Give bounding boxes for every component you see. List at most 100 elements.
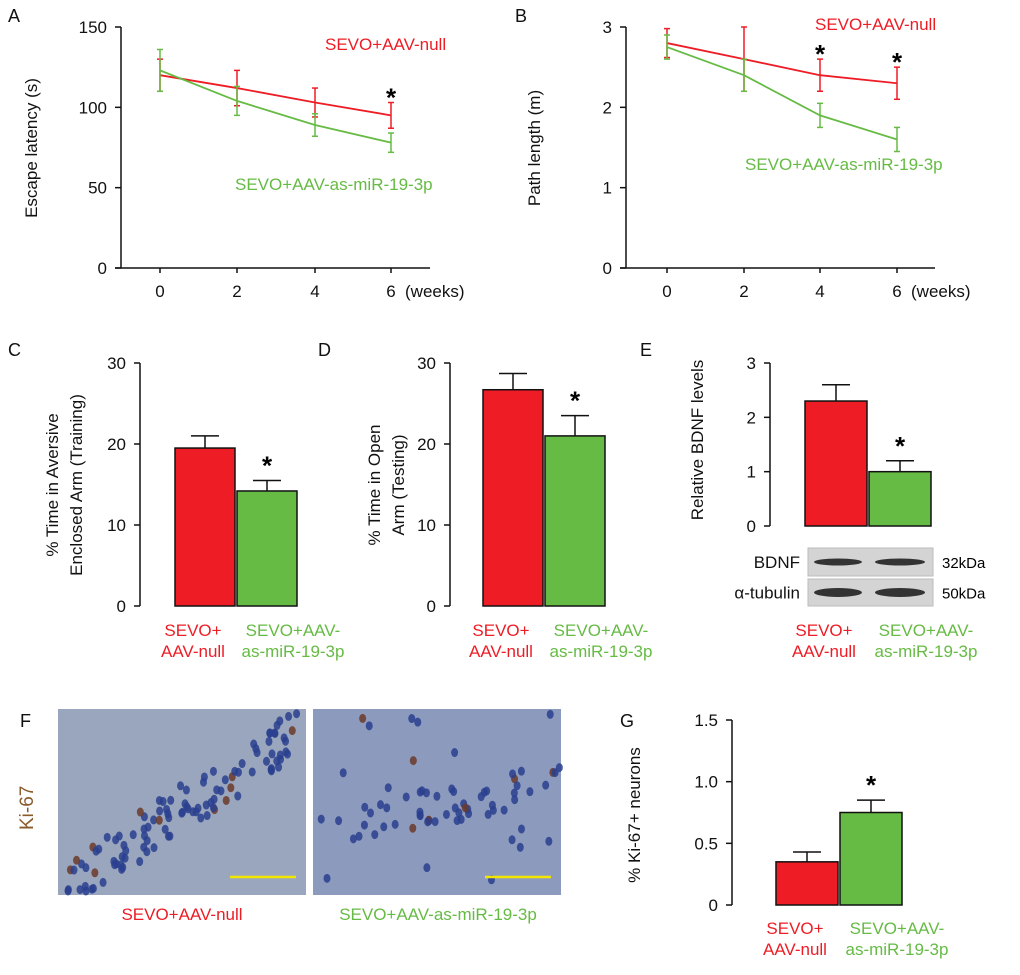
micrographs xyxy=(58,709,563,896)
cell-nucleus xyxy=(136,857,144,867)
cell-nucleus xyxy=(129,830,137,840)
cell-nucleus xyxy=(155,815,163,825)
cell-nucleus xyxy=(508,835,516,845)
cell-nucleus xyxy=(178,808,186,818)
cell-nucleus xyxy=(136,807,144,817)
category-label: SEVO+AAV- xyxy=(246,621,341,640)
cell-nucleus xyxy=(517,766,525,776)
cell-nucleus xyxy=(339,768,347,778)
panel-label: D xyxy=(318,340,331,360)
y-tick-label: 10 xyxy=(417,516,436,535)
cell-nucleus xyxy=(70,865,78,875)
y-tick-label: 3 xyxy=(747,354,756,373)
y-tick-label: 1.0 xyxy=(694,773,718,792)
cell-nucleus xyxy=(416,787,424,797)
bar xyxy=(544,435,606,607)
category-label: AAV-null xyxy=(161,642,225,661)
cell-nucleus xyxy=(250,739,258,749)
y-tick-label: 10 xyxy=(107,516,126,535)
panel-label: A xyxy=(8,6,20,26)
cell-nucleus xyxy=(248,767,256,777)
cell-nucleus xyxy=(383,803,391,813)
cell-nucleus xyxy=(238,759,246,769)
cell-nucleus xyxy=(366,808,374,818)
category-label: SEVO+ xyxy=(164,621,221,640)
cell-nucleus xyxy=(451,803,459,813)
bar xyxy=(804,400,868,527)
cell-nucleus xyxy=(221,775,229,785)
cell-nucleus xyxy=(194,803,202,813)
cell-nucleus xyxy=(542,780,550,790)
cell-nucleus xyxy=(217,786,225,796)
image-caption-as-mir: SEVO+AAV-as-miR-19-3p xyxy=(339,905,537,924)
x-tick-label: 2 xyxy=(232,282,241,301)
significance-star: * xyxy=(386,83,397,113)
blot-band xyxy=(875,558,925,566)
y-tick-label: 20 xyxy=(417,435,436,454)
category-label: AAV-null xyxy=(469,642,533,661)
significance-star: * xyxy=(892,47,903,77)
y-axis-label: Path length (m) xyxy=(525,90,544,206)
panel-a: A 0 50 100 150 0 2 4 6 (weeks) Escape latency (s) S… xyxy=(8,6,465,301)
panel-label: G xyxy=(620,711,634,731)
cell-nucleus xyxy=(391,819,399,829)
series-label: SEVO+AAV-null xyxy=(325,35,446,54)
cell-nucleus xyxy=(275,762,283,772)
series-line xyxy=(666,42,898,85)
x-tick-label: 0 xyxy=(155,282,164,301)
y-axis-label: % Time in Aversive xyxy=(43,413,62,556)
y-tick-label: 0.5 xyxy=(694,834,718,853)
cell-nucleus xyxy=(409,756,417,766)
cell-nucleus xyxy=(451,748,459,758)
cell-nucleus xyxy=(64,885,72,895)
cell-nucleus xyxy=(414,717,422,727)
significance-star: * xyxy=(815,39,826,69)
x-tick-label: 4 xyxy=(815,282,824,301)
cell-nucleus xyxy=(209,766,217,776)
cell-nucleus xyxy=(442,809,450,819)
cell-nucleus xyxy=(416,810,424,820)
cell-nucleus xyxy=(103,832,111,842)
blot-protein-label: α-tubulin xyxy=(734,584,800,603)
y-tick-label: 1.5 xyxy=(694,711,718,730)
cell-nucleus xyxy=(271,728,279,738)
cell-nucleus xyxy=(510,788,518,798)
cell-nucleus xyxy=(423,863,431,873)
x-unit-label: (weeks) xyxy=(405,282,465,301)
category-label: as-miR-19-3p xyxy=(846,940,949,959)
series-line xyxy=(159,74,392,117)
bar xyxy=(868,470,932,527)
cell-nucleus xyxy=(335,816,343,826)
x-unit-label: (weeks) xyxy=(911,282,971,301)
cell-nucleus xyxy=(282,736,290,746)
cell-nucleus xyxy=(143,847,151,857)
y-tick-label: 1 xyxy=(603,179,612,198)
cell-nucleus xyxy=(222,795,230,805)
significance-star: * xyxy=(866,770,877,800)
bar xyxy=(839,811,903,906)
cell-nucleus xyxy=(262,756,270,766)
cell-nucleus xyxy=(184,804,192,814)
cell-nucleus xyxy=(155,795,163,805)
bar xyxy=(482,388,544,607)
blot-band xyxy=(814,588,862,597)
cell-nucleus xyxy=(268,749,276,759)
cell-nucleus xyxy=(513,781,521,791)
y-tick-label: 2 xyxy=(603,98,612,117)
cell-nucleus xyxy=(81,881,89,891)
y-tick-label: 1 xyxy=(747,463,756,482)
cell-nucleus xyxy=(409,823,417,833)
blot-size-label: 50kDa xyxy=(942,586,986,603)
cell-nucleus xyxy=(433,791,441,801)
y-axis-label: Arm (Testing) xyxy=(389,434,408,535)
panel-label: B xyxy=(515,6,527,26)
cell-nucleus xyxy=(526,787,534,797)
ki67-stain-label: Ki-67 xyxy=(17,786,38,830)
y-tick-label: 50 xyxy=(88,179,107,198)
blot-protein-label: BDNF xyxy=(754,553,800,572)
blot-band xyxy=(875,588,925,597)
cell-nucleus xyxy=(516,842,524,852)
panel-d: D 0 10 20 30 SEVO+ AAV-null SEVO+AAV-as-miR-19-… xyxy=(318,340,652,661)
cell-nucleus xyxy=(453,816,461,826)
